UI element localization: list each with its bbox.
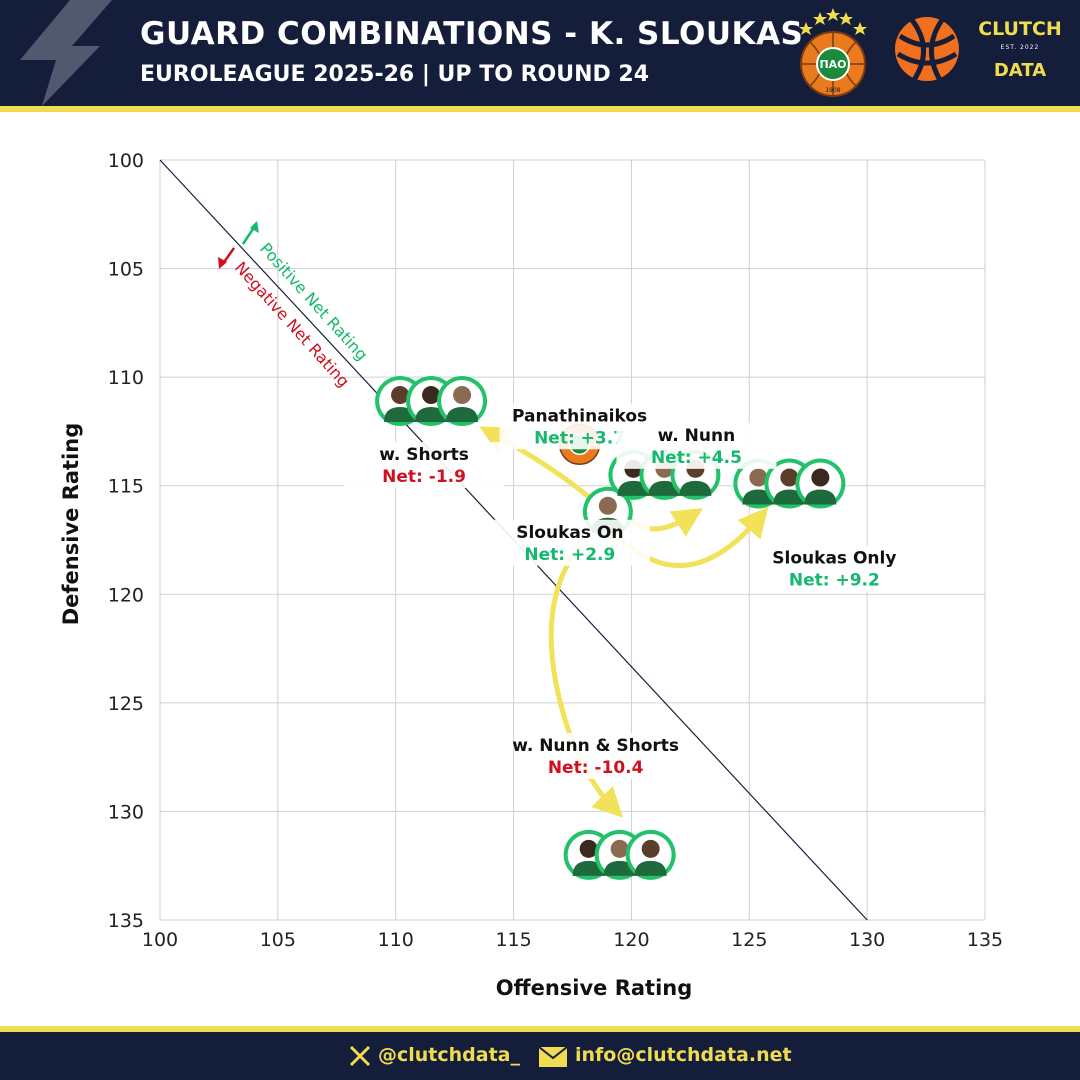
panathinaikos-logo-icon: ΠΑΟ 1908 bbox=[799, 8, 867, 97]
label-bg bbox=[515, 732, 676, 779]
chart-axes: 100 105 110 115 120 125 130 1351001051101151201… bbox=[108, 150, 1003, 951]
point-name: w. Shorts bbox=[379, 445, 469, 465]
page-title: GUARD COMBINATIONS - K. SLOUKAS bbox=[140, 16, 804, 52]
point-net: Net: +2.9 bbox=[524, 545, 615, 565]
avatar-face bbox=[579, 839, 598, 858]
x-tick-label: 120 bbox=[613, 929, 649, 951]
avatar-jersey bbox=[804, 489, 837, 505]
footer-email[interactable]: info@clutchdata.net bbox=[575, 1044, 792, 1066]
label-bg bbox=[616, 422, 777, 469]
player-avatar bbox=[795, 458, 846, 509]
x-logo-icon bbox=[349, 1045, 371, 1067]
point-name: Sloukas Only bbox=[772, 549, 896, 569]
y-tick-label: 120 bbox=[108, 584, 144, 606]
avatar-face bbox=[453, 386, 472, 405]
positive-arrowhead bbox=[250, 221, 259, 233]
brand-data: DATA bbox=[993, 60, 1047, 81]
point-net: Net: -10.4 bbox=[548, 758, 644, 778]
point-name: Sloukas On bbox=[516, 523, 623, 543]
label-bg bbox=[754, 545, 915, 592]
y-tick-label: 115 bbox=[108, 476, 144, 498]
avatar-face bbox=[780, 468, 799, 487]
player-avatar bbox=[437, 376, 488, 427]
x-tick-label: 125 bbox=[731, 929, 767, 951]
euroleague-logo-icon bbox=[895, 17, 959, 82]
footer-handle[interactable]: @clutchdata_ bbox=[378, 1044, 520, 1066]
avatar-face bbox=[641, 839, 660, 858]
negative-arrowhead bbox=[218, 257, 227, 269]
x-tick-label: 130 bbox=[849, 929, 885, 951]
y-tick-label: 100 bbox=[108, 150, 144, 172]
point-net: Net: +9.2 bbox=[789, 571, 880, 591]
avatar-face bbox=[749, 468, 768, 487]
point-net: Net: +3.7 bbox=[534, 428, 625, 448]
y-axis-label: Defensive Rating bbox=[59, 423, 83, 626]
point-net: Net: -1.9 bbox=[382, 467, 466, 487]
y-tick-label: 135 bbox=[108, 910, 144, 932]
x-tick-label: 105 bbox=[260, 929, 296, 951]
x-tick-label: 110 bbox=[378, 929, 414, 951]
label-bg bbox=[489, 519, 650, 566]
y-tick-label: 110 bbox=[108, 367, 144, 389]
avatar-jersey bbox=[679, 480, 712, 496]
label-bg bbox=[344, 442, 505, 489]
avatar-face bbox=[391, 386, 410, 405]
point-name: w. Nunn bbox=[658, 426, 736, 446]
avatar-face bbox=[422, 386, 441, 405]
x-axis-label: Offensive Rating bbox=[496, 976, 693, 1000]
brand-est: EST. 2022 bbox=[1000, 44, 1040, 51]
brand-clutch: CLUTCH bbox=[978, 18, 1062, 40]
player-avatar bbox=[625, 829, 676, 880]
y-tick-label: 105 bbox=[108, 259, 144, 281]
footer-stripe bbox=[0, 1026, 1080, 1032]
data-points bbox=[375, 376, 846, 880]
header-stripe bbox=[0, 106, 1080, 112]
svg-text:1908: 1908 bbox=[825, 87, 840, 94]
y-tick-label: 125 bbox=[108, 693, 144, 715]
mail-icon bbox=[538, 1046, 568, 1067]
point-net: Net: +4.5 bbox=[651, 448, 742, 468]
x-tick-label: 135 bbox=[967, 929, 1003, 951]
avatar-jersey bbox=[446, 407, 479, 423]
page-subtitle: EUROLEAGUE 2025-26 | UP TO ROUND 24 bbox=[140, 62, 650, 87]
arrow-to-nunn-shorts bbox=[548, 543, 624, 818]
avatar-face bbox=[598, 496, 617, 515]
point-name: Panathinaikos bbox=[512, 406, 647, 426]
x-tick-label: 100 bbox=[142, 929, 178, 951]
lightning-bolt-icon bbox=[20, 0, 112, 106]
y-tick-label: 130 bbox=[108, 801, 144, 823]
svg-text:ΠΑΟ: ΠΑΟ bbox=[819, 58, 846, 71]
x-tick-label: 115 bbox=[495, 929, 531, 951]
avatar-face bbox=[610, 839, 629, 858]
avatar-face bbox=[811, 468, 830, 487]
avatar-jersey bbox=[634, 860, 667, 876]
point-name: w. Nunn & Shorts bbox=[512, 736, 679, 756]
